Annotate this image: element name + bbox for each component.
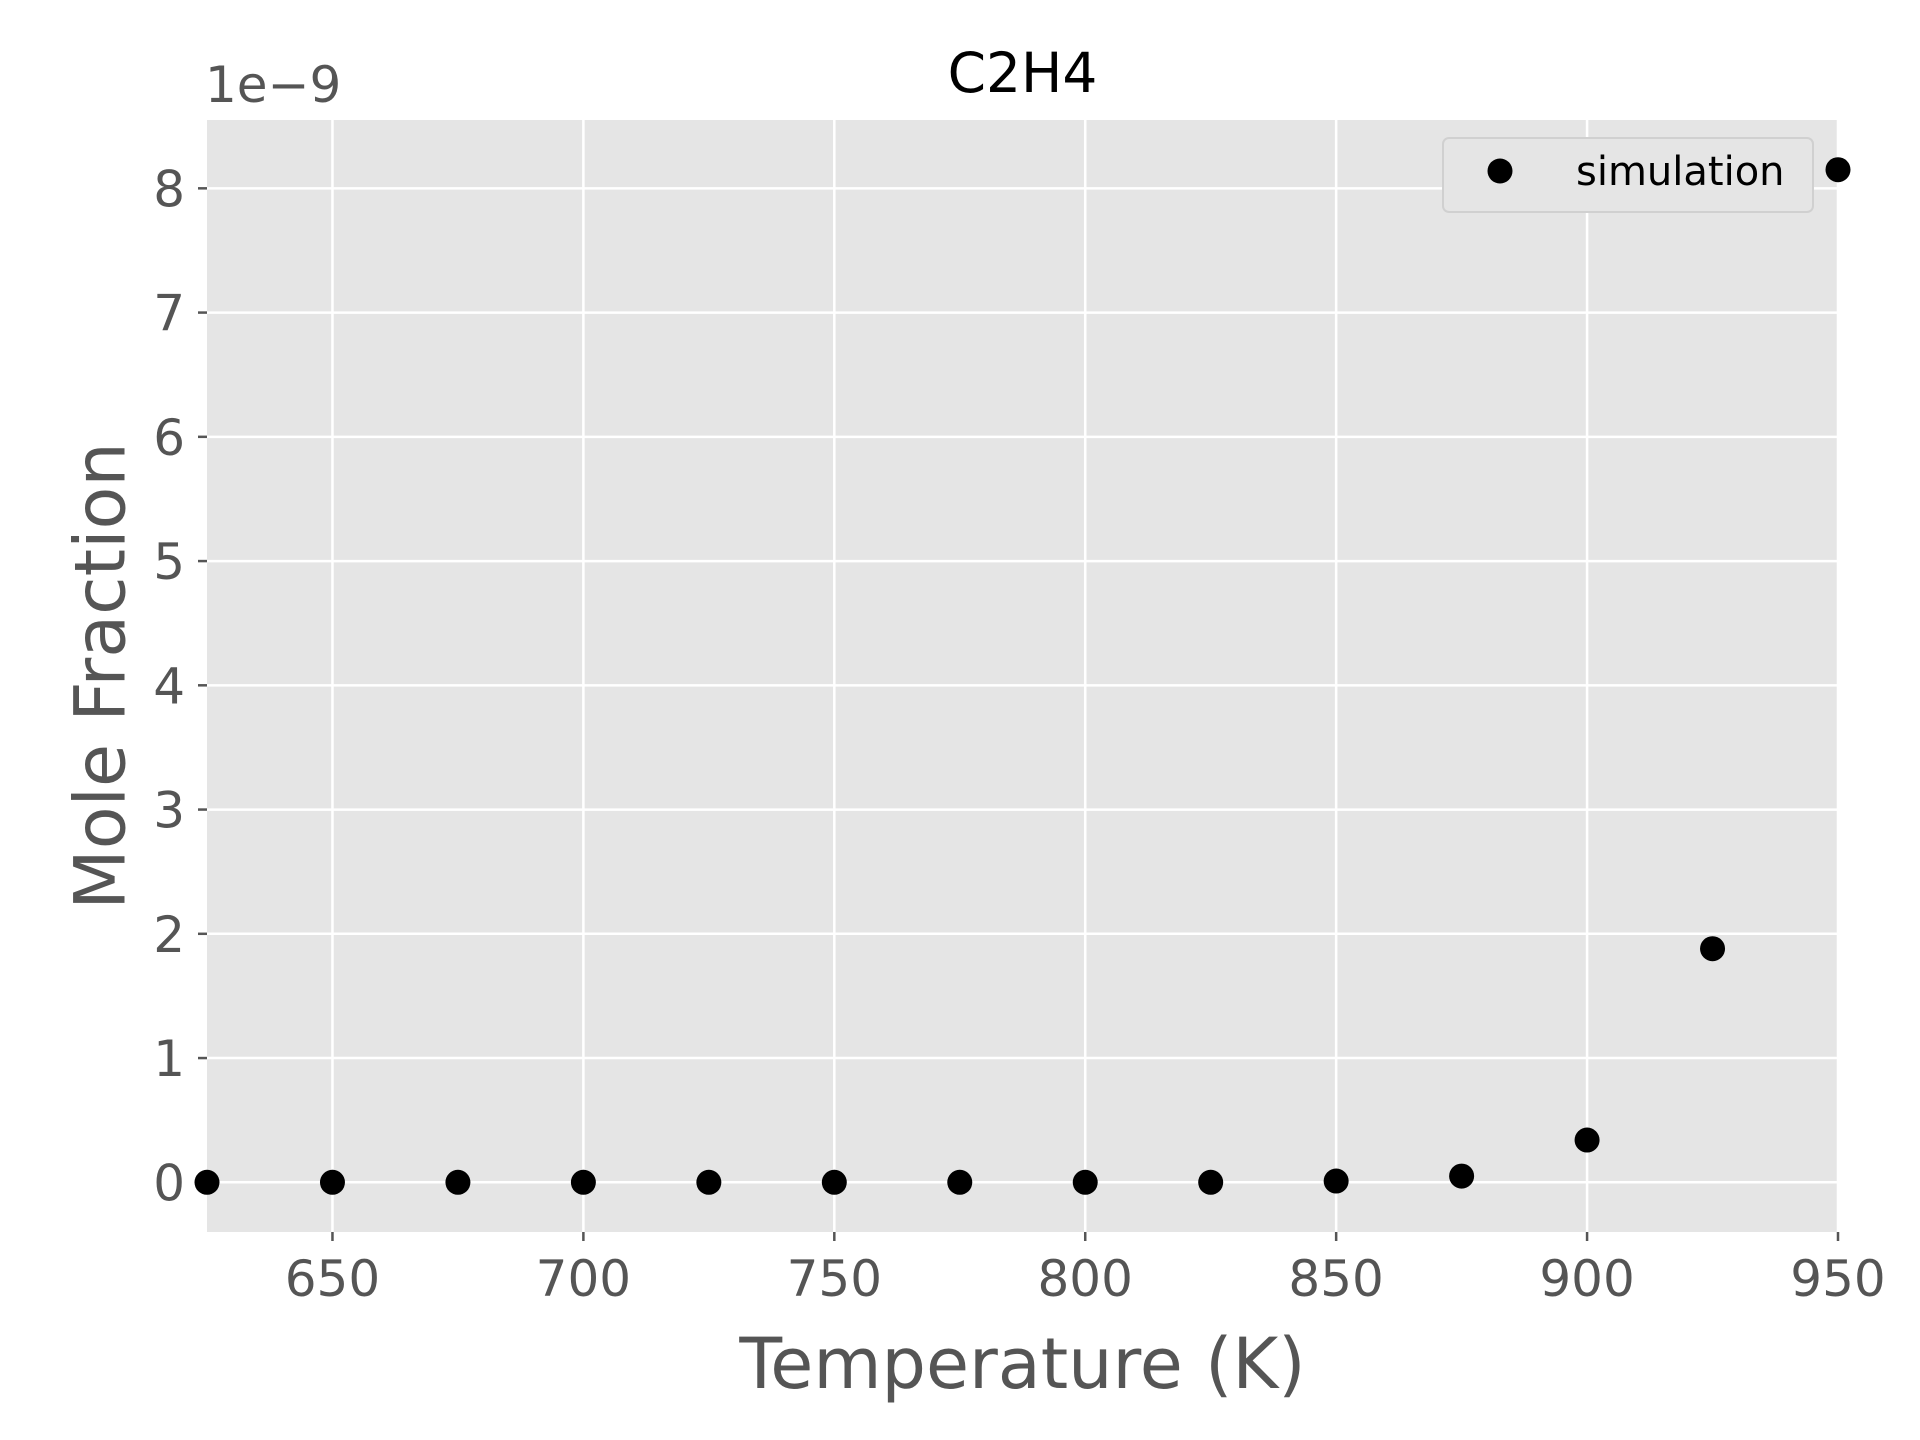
legend-marker-simulation bbox=[1487, 158, 1513, 184]
data-point-825 bbox=[1198, 1169, 1224, 1195]
y-axis-label: Mole Fraction bbox=[60, 442, 142, 909]
grid-lines bbox=[207, 120, 1840, 1232]
y-axis-offset-label: 1e−9 bbox=[205, 56, 341, 114]
x-tick-label-900: 900 bbox=[1539, 1250, 1634, 1308]
data-point-775 bbox=[947, 1169, 973, 1195]
x-tick-label-700: 700 bbox=[536, 1250, 631, 1308]
data-point-925 bbox=[1700, 936, 1726, 962]
data-point-675 bbox=[445, 1169, 471, 1195]
y-tick-label-6: 6 bbox=[153, 409, 185, 467]
x-tick-label-750: 750 bbox=[787, 1250, 882, 1308]
data-point-750 bbox=[821, 1169, 847, 1195]
x-axis-ticks: 650 700 750 800 850 900 950 bbox=[285, 1232, 1886, 1308]
data-points bbox=[194, 157, 1851, 1195]
data-point-625 bbox=[194, 1169, 220, 1195]
data-point-950 bbox=[1825, 157, 1851, 183]
x-axis-label: Temperature (K) bbox=[738, 1323, 1305, 1405]
plot-background bbox=[207, 120, 1838, 1232]
data-point-725 bbox=[696, 1169, 722, 1195]
legend-label-simulation: simulation bbox=[1576, 149, 1785, 195]
y-tick-label-8: 8 bbox=[153, 160, 185, 218]
x-tick-label-650: 650 bbox=[285, 1250, 380, 1308]
y-tick-label-7: 7 bbox=[153, 285, 185, 343]
data-point-850 bbox=[1323, 1168, 1349, 1194]
y-axis-ticks: 0 1 2 3 4 5 6 7 8 bbox=[153, 160, 207, 1212]
legend-box bbox=[1442, 137, 1814, 213]
data-point-700 bbox=[570, 1169, 596, 1195]
data-point-800 bbox=[1072, 1169, 1098, 1195]
x-tick-label-800: 800 bbox=[1038, 1250, 1133, 1308]
x-tick-label-950: 950 bbox=[1790, 1250, 1885, 1308]
y-tick-label-5: 5 bbox=[153, 533, 185, 591]
data-point-650 bbox=[319, 1169, 345, 1195]
y-tick-label-0: 0 bbox=[153, 1154, 185, 1212]
y-tick-label-1: 1 bbox=[153, 1030, 185, 1088]
y-tick-label-3: 3 bbox=[153, 782, 185, 840]
legend: simulation bbox=[1442, 137, 1814, 213]
data-point-900 bbox=[1574, 1127, 1600, 1153]
chart-title: C2H4 bbox=[948, 41, 1098, 105]
y-tick-label-2: 2 bbox=[153, 906, 185, 964]
data-point-875 bbox=[1449, 1163, 1475, 1189]
y-tick-label-4: 4 bbox=[153, 657, 185, 715]
x-tick-label-850: 850 bbox=[1288, 1250, 1383, 1308]
